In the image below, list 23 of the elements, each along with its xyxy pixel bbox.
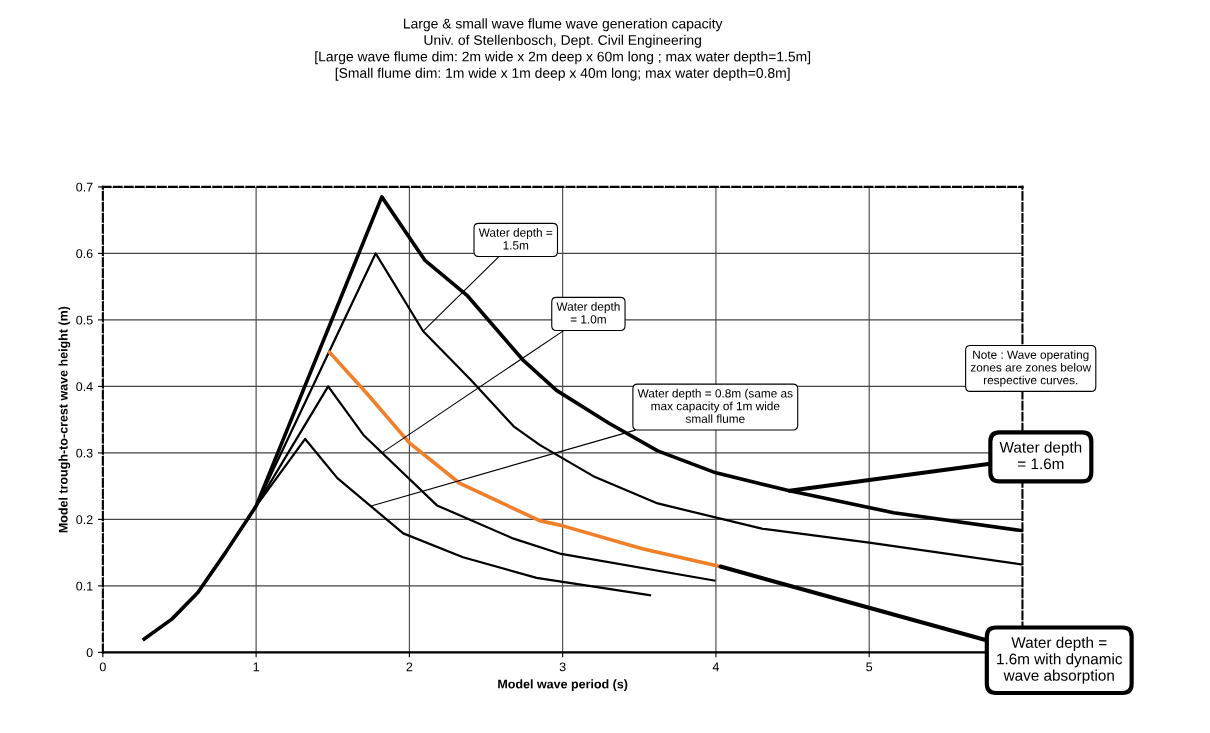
y-tick-label: 0.1 (76, 581, 93, 591)
y-tick-label: 0.6 (76, 249, 93, 259)
x-tick-label: 1 (253, 662, 259, 672)
y-tick-label: 0.7 (76, 182, 93, 192)
x-tick-label: 3 (559, 662, 566, 672)
annotation: Water depth = 0.8m (same as max capacity of 1m wide small flume (637, 388, 793, 423)
annotation: Note : Wave operating zones are zones below respective curves. (970, 350, 1092, 387)
annotation: Water depth = 1.6m (999, 441, 1082, 470)
x-tick-label: 5 (866, 662, 873, 672)
annotation: Water depth = 1.6m with dynamic wave absorption (997, 636, 1123, 684)
y-tick-label: 0.5 (76, 315, 93, 325)
annotation: Water depth = 1.0m (556, 302, 620, 324)
chart-title: Large & small wave flume wave generation capacity Univ. of Stellenbosch, Dept. Civil Engineering [Large wave flume dim: 2m wide x 2m deep x 60m long ; max water depth=1.5m] [Small flume dim: 1m wide x 1m deep x 40m long; max water depth=0.8m] (315, 18, 811, 81)
y-tick-label: 0 (86, 648, 93, 658)
y-axis-title: Model trough-to-crest wave height (m) (58, 306, 71, 533)
x-axis-title: Model wave period (s) (498, 679, 628, 691)
x-tick-label: 2 (406, 662, 413, 672)
x-tick-label: 4 (712, 662, 720, 672)
y-tick-label: 0.2 (76, 515, 93, 525)
y-tick-label: 0.4 (76, 382, 93, 392)
annotation: Water depth = 1.5m (478, 228, 553, 250)
y-tick-label: 0.3 (76, 448, 93, 458)
x-tick-label: 0 (99, 662, 106, 672)
